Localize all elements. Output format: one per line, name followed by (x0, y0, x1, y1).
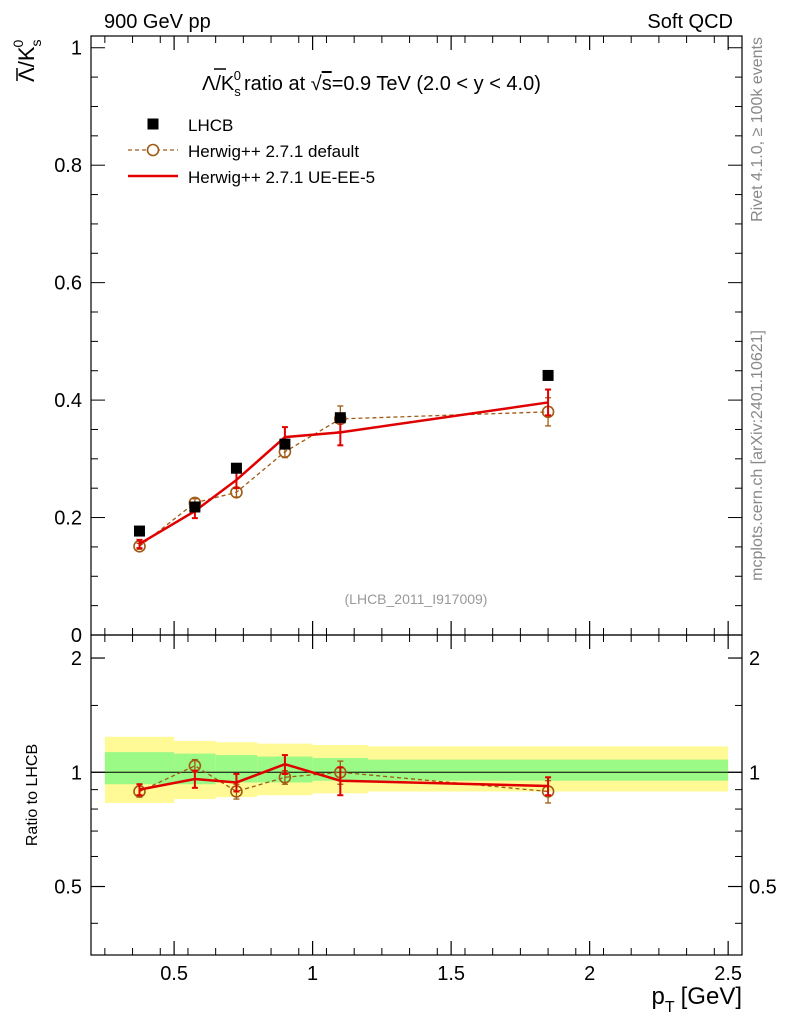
ratio-band-inner (104, 752, 175, 785)
x-tick-label: 1.5 (437, 963, 465, 985)
title-k-sub: s (234, 84, 241, 99)
ratio-tick-label-left: 1 (71, 762, 82, 784)
header-energy-label: 900 GeV pp (104, 11, 211, 33)
main-series (133, 369, 555, 553)
lhcb-data-point (279, 438, 291, 450)
ue-series-line (138, 401, 549, 546)
title-energy-range: =0.9 TeV (2.0 < y < 4.0) (332, 73, 541, 95)
x-label-p: p (652, 983, 665, 1010)
ratio-tick-label-left: 0.5 (54, 877, 82, 899)
lhcb-data-point (189, 501, 201, 513)
ratio-plot-frame (90, 634, 743, 956)
y-label-lambda: Λ (14, 67, 39, 82)
chart-title: Λ/Ks0 ratio at √s=0.9 TeV (2.0 < y < 4.0) (202, 68, 541, 99)
title-sqrt-s: s (322, 73, 332, 95)
y-label-sup: 0 (10, 40, 26, 48)
default-ratio-line (139, 765, 549, 793)
x-label-sub: T (665, 999, 675, 1016)
ratio-axis-label: Ratio to LHCB (24, 744, 41, 846)
ratio-tick-label-left: 2 (71, 648, 82, 670)
legend-lhcb-label: LHCB (188, 116, 233, 135)
rivet-version-label: Rivet 4.1.0, ≥ 100k events (749, 37, 766, 222)
ratio-series (133, 754, 555, 804)
y-tick-label: 0.6 (54, 273, 82, 295)
ratio-tick-label-right: 1 (749, 762, 760, 784)
lhcb-data-point (542, 369, 554, 381)
title-slash: /K (215, 73, 235, 95)
y-tick-label: 0.8 (54, 155, 82, 177)
title-lambda-symbol: Λ (202, 73, 216, 95)
default-series-line (139, 411, 549, 547)
analysis-watermark: (LHCB_2011_I917009) (345, 591, 488, 607)
mcplots-reference-label: mcplots.cern.ch [arXiv:2401.10621] (749, 330, 766, 581)
y-tick-label: 0.2 (54, 508, 82, 530)
x-label-unit: [GeV] (681, 983, 742, 1010)
legend-lhcb-marker (147, 118, 159, 130)
x-tick-label: 2 (584, 963, 595, 985)
y-tick-label: 1 (71, 38, 82, 60)
ratio-tick-label-right: 0.5 (749, 877, 777, 899)
y-axis-label: Λ/Ks0 (10, 40, 44, 83)
svg-text:Λ/Ks0: Λ/Ks0 (10, 40, 44, 83)
legend: LHCB Herwig++ 2.7.1 default Herwig++ 2.7.1… (128, 116, 375, 187)
ue-ratio-line (139, 762, 549, 791)
axes: 0.5 1 1.5 2 2.5 0 0.2 0.4 0.6 0.8 1 0.5 0.5 1 1 2 2 (54, 35, 777, 985)
x-tick-label: 1 (307, 963, 318, 985)
lhcb-data-point (230, 462, 242, 474)
x-tick-label: 0.5 (160, 963, 188, 985)
legend-ue-label: Herwig++ 2.7.1 UE-EE-5 (188, 168, 375, 187)
legend-default-marker (146, 143, 160, 157)
title-text-part: ratio at (244, 73, 311, 95)
header-category-label: Soft QCD (647, 11, 733, 33)
y-tick-label: 0.4 (54, 390, 82, 412)
y-tick-label: 0 (71, 625, 82, 647)
ratio-tick-label-right: 2 (749, 648, 760, 670)
title-k-sup: 0 (234, 68, 241, 83)
x-tick-label: 2.5 (714, 963, 742, 985)
y-label-sub: s (28, 40, 44, 47)
ratio-band-inner (368, 759, 729, 781)
title-sqrt-symbol: √ (311, 73, 322, 95)
legend-default-label: Herwig++ 2.7.1 default (188, 142, 359, 161)
x-axis-label: pT [GeV] (652, 983, 743, 1016)
lhcb-data-point (133, 525, 145, 537)
lhcb-data-point (334, 412, 346, 424)
